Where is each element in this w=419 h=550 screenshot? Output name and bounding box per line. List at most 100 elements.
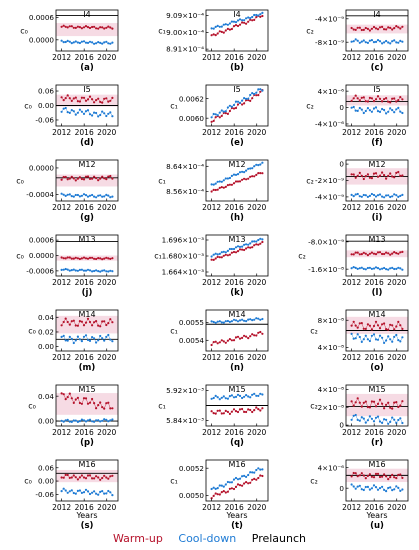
cooldown-point-u-4: [358, 484, 361, 487]
warmup-point-q-24: [259, 409, 262, 412]
cooldown-point-l-20: [391, 266, 394, 269]
warmup-point-i-10: [370, 177, 373, 180]
warmup-point-a-24: [109, 26, 112, 29]
cooldown-point-n-18: [247, 318, 250, 321]
cooldown-point-o-21: [393, 335, 396, 338]
warmup-point-h-8: [226, 184, 229, 187]
cooldown-point-n-9: [228, 320, 231, 323]
warmup-point-f-22: [395, 100, 398, 103]
cooldown-point-e-6: [222, 110, 225, 113]
cooldown-point-f-13: [376, 110, 380, 113]
cooldown-point-n-10: [230, 320, 233, 323]
warmup-point-p-4: [68, 392, 71, 395]
cooldown-point-f-3: [356, 109, 359, 112]
cooldown-point-j-7: [74, 269, 77, 272]
warmup-point-k-4: [218, 256, 221, 259]
cooldown-point-s-14: [88, 492, 92, 496]
cooldown-point-d-6: [72, 110, 75, 113]
warmup-point-s-0: [60, 476, 63, 479]
cooldown-point-j-23: [107, 270, 110, 273]
chart-title-n: M14: [228, 310, 245, 319]
cooldown-point-a-4: [68, 40, 71, 43]
cooldown-point-f-23: [397, 106, 400, 109]
warmup-point-k-14: [238, 248, 242, 251]
warmup-point-e-24: [259, 90, 262, 93]
ylabel-g: c₀: [16, 177, 24, 186]
cooldown-point-e-5: [220, 109, 223, 112]
warmup-point-a-3: [66, 26, 69, 29]
chart-title-h: M12: [228, 160, 245, 169]
warmup-point-k-16: [243, 248, 246, 252]
cooldown-point-s-7: [74, 492, 77, 495]
cooldown-point-n-12: [234, 319, 238, 322]
warmup-point-h-14: [238, 180, 242, 183]
warmup-point-h-24: [259, 172, 262, 175]
warmup-point-u-22: [395, 477, 398, 480]
warmup-point-i-6: [362, 177, 365, 181]
cooldown-point-p-1: [62, 420, 65, 423]
cooldown-point-t-10: [230, 481, 233, 484]
cooldown-point-a-5: [70, 42, 73, 45]
cooldown-point-p-25: [111, 418, 114, 421]
ytick-label-e-0: 0.0062: [179, 94, 204, 103]
cooldown-point-j-0: [60, 268, 63, 271]
warmup-point-r-11: [372, 400, 376, 403]
warmup-point-k-11: [232, 250, 236, 254]
warmup-point-c-3: [356, 26, 359, 29]
warmup-point-s-4: [68, 476, 71, 479]
warmup-point-o-23: [397, 320, 400, 323]
cooldown-point-a-24: [109, 42, 112, 45]
cooldown-point-h-7: [224, 177, 227, 180]
cooldown-point-q-12: [234, 395, 238, 398]
warmup-point-h-1: [212, 188, 215, 191]
xtick-label-o-0: 2012: [342, 353, 361, 362]
cooldown-point-q-5: [220, 396, 223, 399]
warmup-point-p-2: [64, 398, 67, 401]
cooldown-point-f-9: [368, 109, 371, 112]
warmup-point-u-1: [352, 471, 355, 475]
warmup-point-n-6: [222, 340, 225, 343]
cooldown-point-q-16: [243, 395, 246, 398]
chart-title-b: I4: [233, 10, 240, 19]
warmup-point-p-3: [66, 396, 69, 399]
warmup-point-m-17: [95, 320, 98, 323]
warmup-point-q-6: [222, 412, 225, 415]
cooldown-point-t-22: [255, 468, 258, 472]
cooldown-point-c-17: [385, 39, 388, 43]
cooldown-point-o-2: [354, 337, 357, 340]
cooldown-point-o-23: [397, 339, 400, 342]
warmup-point-t-23: [257, 476, 260, 480]
cooldown-point-s-19: [99, 490, 102, 493]
warmup-point-a-0: [60, 25, 63, 28]
cooldown-point-d-24: [109, 111, 112, 114]
ytick-label-f-2: -4×10⁻⁶: [315, 120, 344, 129]
cooldown-point-j-19: [99, 270, 102, 273]
ytick-label-m-0: 0.04: [38, 313, 54, 322]
cooldown-point-k-12: [234, 246, 238, 249]
band-g: [56, 174, 118, 187]
warmup-point-b-25: [261, 14, 264, 18]
warmup-point-a-15: [91, 25, 94, 29]
cooldown-point-p-11: [82, 419, 86, 422]
cooldown-point-j-21: [103, 269, 106, 272]
cooldown-point-k-11: [232, 247, 236, 251]
panel-label-n: (n): [230, 363, 244, 373]
cooldown-point-p-22: [105, 418, 108, 421]
cooldown-point-k-15: [241, 245, 244, 248]
warmup-point-k-15: [241, 248, 244, 251]
warmup-point-i-20: [391, 175, 394, 178]
ylabel-p: c₀: [28, 402, 36, 411]
warmup-point-j-23: [107, 257, 110, 260]
cooldown-point-g-3: [66, 193, 69, 196]
warmup-point-f-5: [360, 96, 363, 99]
chart-o: M14 8×10⁻⁸ 4×10⁻⁸c₂ 2012 2016 2020(o): [310, 309, 409, 373]
chart-f: I5 4×10⁻⁶ 0 -4×10⁻⁶c₂ 2012 2016 2020 (f): [306, 84, 409, 148]
warmup-point-d-0: [60, 96, 63, 99]
cooldown-point-c-5: [360, 40, 363, 43]
cooldown-point-t-16: [243, 474, 246, 477]
warmup-point-h-18: [247, 177, 250, 180]
warmup-point-a-14: [88, 26, 92, 30]
